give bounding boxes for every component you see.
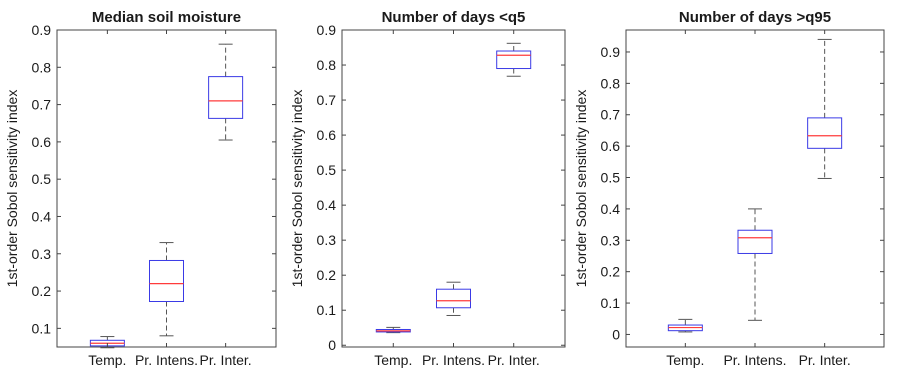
box-2 <box>436 281 471 316</box>
chart-title: Median soil moisture <box>92 9 241 26</box>
chart-panel-3: Number of days >q95 0 0.1 0.2 0.3 0.4 0.5 0.6 0.… <box>573 9 885 368</box>
y-tick-label: 0.6 <box>317 127 337 143</box>
y-tick-label: 0.4 <box>601 201 621 217</box>
x-tick-label: Pr. Intens. <box>422 352 485 368</box>
y-tick-label: 0.1 <box>317 302 337 318</box>
box-3 <box>208 43 244 141</box>
y-tick-label: 0.5 <box>317 162 337 178</box>
x-tick-label: Pr. Inter. <box>200 352 252 368</box>
iqr-box <box>208 76 244 119</box>
y-tick-label: 0.9 <box>601 44 621 60</box>
y-tick-label: 0.7 <box>601 107 621 123</box>
y-tick-label: 0 <box>612 326 620 342</box>
box-1 <box>667 318 703 333</box>
y-tick-label: 0.6 <box>32 134 52 150</box>
y-tick-label: 0.7 <box>32 97 52 113</box>
y-tick-label: 0.6 <box>601 138 621 154</box>
y-tick-label: 0.9 <box>317 22 337 38</box>
y-tick-label: 0.8 <box>32 59 52 75</box>
iqr-box <box>807 117 843 149</box>
y-tick-label: 0.3 <box>601 232 621 248</box>
y-tick-label: 0.8 <box>317 57 337 73</box>
y-tick-label: 0.8 <box>601 75 621 91</box>
y-tick-label: 0.2 <box>32 283 52 299</box>
y-tick-label: 0.5 <box>32 171 52 187</box>
y-axis-label: 1st-order Sobol sensitivity index <box>289 90 305 288</box>
y-axis-label: 1st-order Sobol sensitivity index <box>4 90 20 288</box>
y-tick-label: 0.9 <box>32 22 52 38</box>
x-tick-label: Pr. Inter. <box>799 352 851 368</box>
plot-frame <box>625 29 885 348</box>
x-tick-label: Pr. Intens. <box>723 352 786 368</box>
chart-panel-2: Number of days <q5 0 0.1 0.2 0.3 0.4 0.5 0.6 0.7… <box>289 9 566 368</box>
x-tick-label: Temp. <box>374 352 412 368</box>
chart-title: Number of days <q5 <box>382 9 526 26</box>
x-tick-label: Pr. Intens. <box>135 352 198 368</box>
y-tick-label: 0.4 <box>317 197 337 213</box>
y-tick-label: 0.1 <box>32 320 52 336</box>
box-2 <box>149 242 184 337</box>
y-tick-label: 0.1 <box>601 295 621 311</box>
chart-title: Number of days >q95 <box>679 9 831 26</box>
y-tick-label: 0 <box>328 337 336 353</box>
x-tick-label: Temp. <box>88 352 126 368</box>
iqr-box <box>436 288 471 309</box>
iqr-box <box>496 50 532 70</box>
box-3 <box>807 38 843 179</box>
y-tick-label: 0.4 <box>32 208 52 224</box>
y-tick-label: 0.7 <box>317 92 337 108</box>
y-axis-label: 1st-order Sobol sensitivity index <box>573 90 589 288</box>
x-tick-label: Pr. Inter. <box>488 352 540 368</box>
y-tick-label: 0.5 <box>601 170 621 186</box>
iqr-box <box>149 259 184 303</box>
y-tick-label: 0.2 <box>317 267 337 283</box>
y-tick-label: 0.3 <box>317 232 337 248</box>
box-2 <box>737 208 773 321</box>
y-tick-label: 0.3 <box>32 246 52 262</box>
box-3 <box>496 42 532 77</box>
box-1 <box>375 326 411 334</box>
x-tick-label: Temp. <box>666 352 704 368</box>
chart-panel-1: Median soil moisture 0.1 0.2 0.3 0.4 0.5 0.6 0.… <box>4 9 277 368</box>
y-tick-label: 0.2 <box>601 264 621 280</box>
iqr-box <box>737 229 773 254</box>
